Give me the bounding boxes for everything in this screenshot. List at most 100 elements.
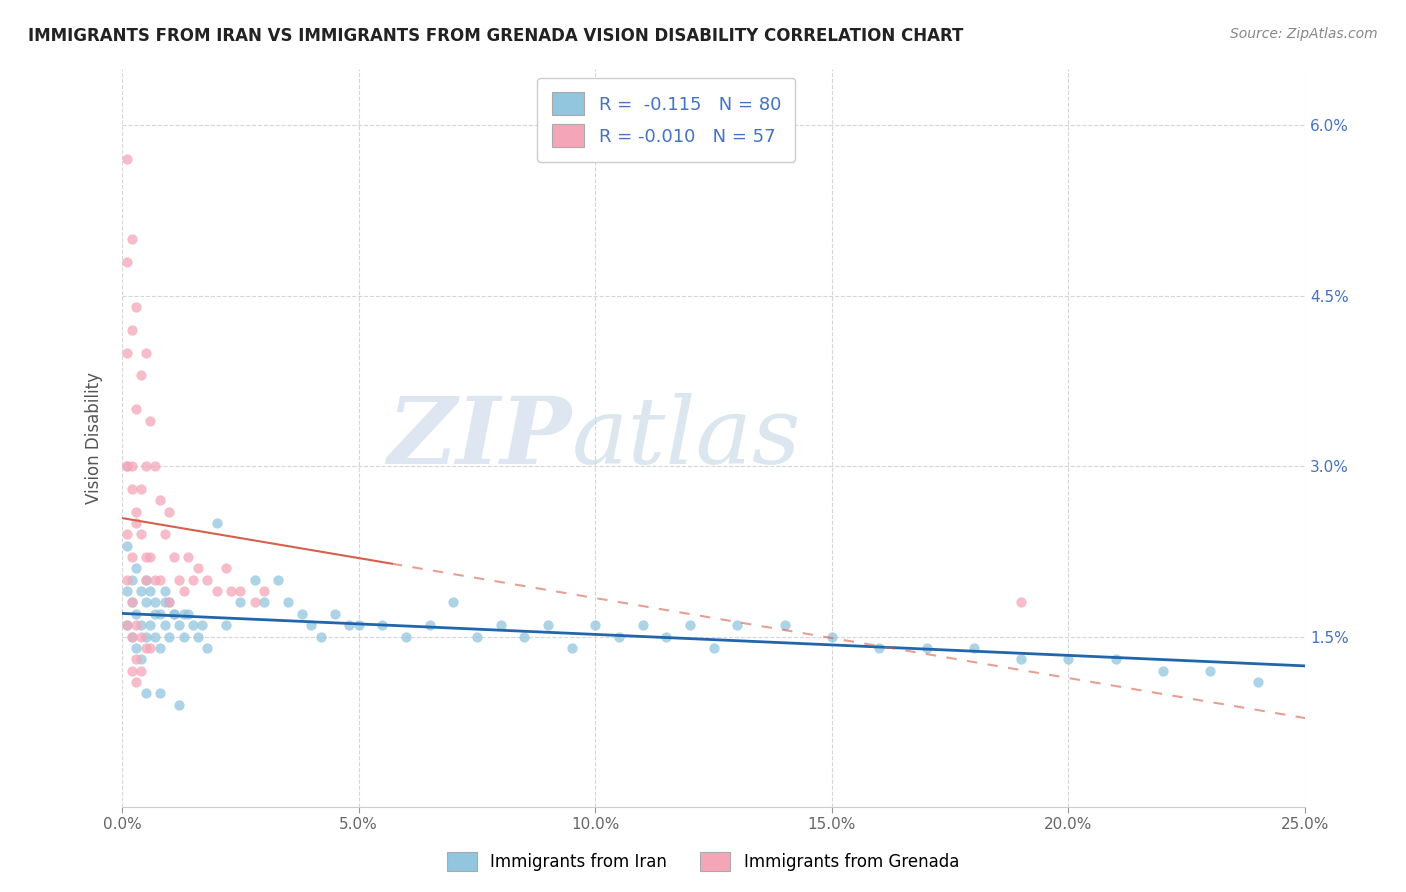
Point (153, 527, 176, 541)
Point (125, 675, 148, 690)
Point (125, 505, 148, 519)
Legend: Immigrants from Iran, Immigrants from Grenada: Immigrants from Iran, Immigrants from Gr… (439, 843, 967, 880)
Point (115, 153, 138, 167)
Point (607, 630, 630, 644)
Text: ZIP: ZIP (387, 392, 572, 483)
Point (1057, 652, 1080, 666)
Point (139, 618, 162, 632)
Point (121, 549, 143, 564)
Text: Source: ZipAtlas.com: Source: ZipAtlas.com (1230, 27, 1378, 41)
Point (125, 300, 148, 314)
Point (115, 584, 138, 599)
Point (149, 573, 172, 587)
Point (655, 630, 678, 644)
Point (125, 516, 148, 530)
Point (135, 459, 157, 474)
Point (115, 573, 138, 587)
Point (121, 232, 143, 246)
Point (465, 630, 488, 644)
Point (115, 459, 138, 474)
Point (299, 618, 322, 632)
Point (135, 640, 157, 655)
Point (115, 459, 138, 474)
Point (267, 573, 290, 587)
Point (205, 584, 228, 599)
Y-axis label: Vision Disability: Vision Disability (86, 372, 103, 504)
Point (441, 595, 464, 609)
Point (149, 686, 172, 700)
Point (125, 618, 148, 632)
Point (205, 516, 228, 530)
Point (163, 607, 186, 621)
Point (219, 584, 242, 599)
Point (243, 573, 266, 587)
Point (195, 573, 218, 587)
Point (187, 630, 209, 644)
Point (143, 573, 166, 587)
Point (135, 573, 157, 587)
Point (125, 402, 148, 417)
Point (371, 618, 394, 632)
Point (125, 607, 148, 621)
Point (129, 664, 152, 678)
Point (1199, 664, 1222, 678)
Point (125, 652, 148, 666)
Point (173, 584, 195, 599)
Point (187, 561, 209, 575)
Point (149, 607, 172, 621)
Point (153, 584, 176, 599)
Point (125, 561, 148, 575)
Point (115, 539, 138, 553)
Point (115, 345, 138, 359)
Point (167, 618, 190, 632)
Point (323, 607, 346, 621)
Point (153, 595, 176, 609)
Point (135, 630, 157, 644)
Point (337, 618, 360, 632)
Point (121, 595, 143, 609)
Point (143, 630, 166, 644)
Point (537, 618, 560, 632)
Point (915, 640, 938, 655)
Point (121, 630, 143, 644)
Point (215, 561, 238, 575)
Point (291, 607, 314, 621)
Point (229, 584, 252, 599)
Point (129, 652, 152, 666)
Point (1105, 652, 1128, 666)
Legend: R =  -0.115   N = 80, R = -0.010   N = 57: R = -0.115 N = 80, R = -0.010 N = 57 (537, 78, 796, 161)
Point (167, 698, 190, 712)
Point (1152, 664, 1174, 678)
Point (229, 595, 252, 609)
Point (868, 640, 890, 655)
Point (163, 549, 186, 564)
Point (513, 630, 536, 644)
Point (143, 595, 166, 609)
Point (149, 640, 172, 655)
Point (191, 618, 214, 632)
Point (157, 595, 180, 609)
Text: IMMIGRANTS FROM IRAN VS IMMIGRANTS FROM GRENADA VISION DISABILITY CORRELATION CH: IMMIGRANTS FROM IRAN VS IMMIGRANTS FROM … (28, 27, 963, 45)
Point (395, 630, 418, 644)
Point (173, 630, 195, 644)
Point (157, 505, 180, 519)
Point (139, 414, 162, 428)
Point (489, 618, 512, 632)
Point (129, 630, 152, 644)
Point (121, 630, 143, 644)
Point (139, 549, 162, 564)
Point (703, 640, 725, 655)
Point (153, 618, 176, 632)
Point (1010, 595, 1032, 609)
Point (1010, 652, 1032, 666)
Point (121, 482, 143, 496)
Point (631, 618, 654, 632)
Point (129, 584, 152, 599)
Point (135, 573, 157, 587)
Point (121, 595, 143, 609)
Point (135, 345, 157, 359)
Point (157, 630, 180, 644)
Point (157, 595, 180, 609)
Point (821, 630, 844, 644)
Point (115, 618, 138, 632)
